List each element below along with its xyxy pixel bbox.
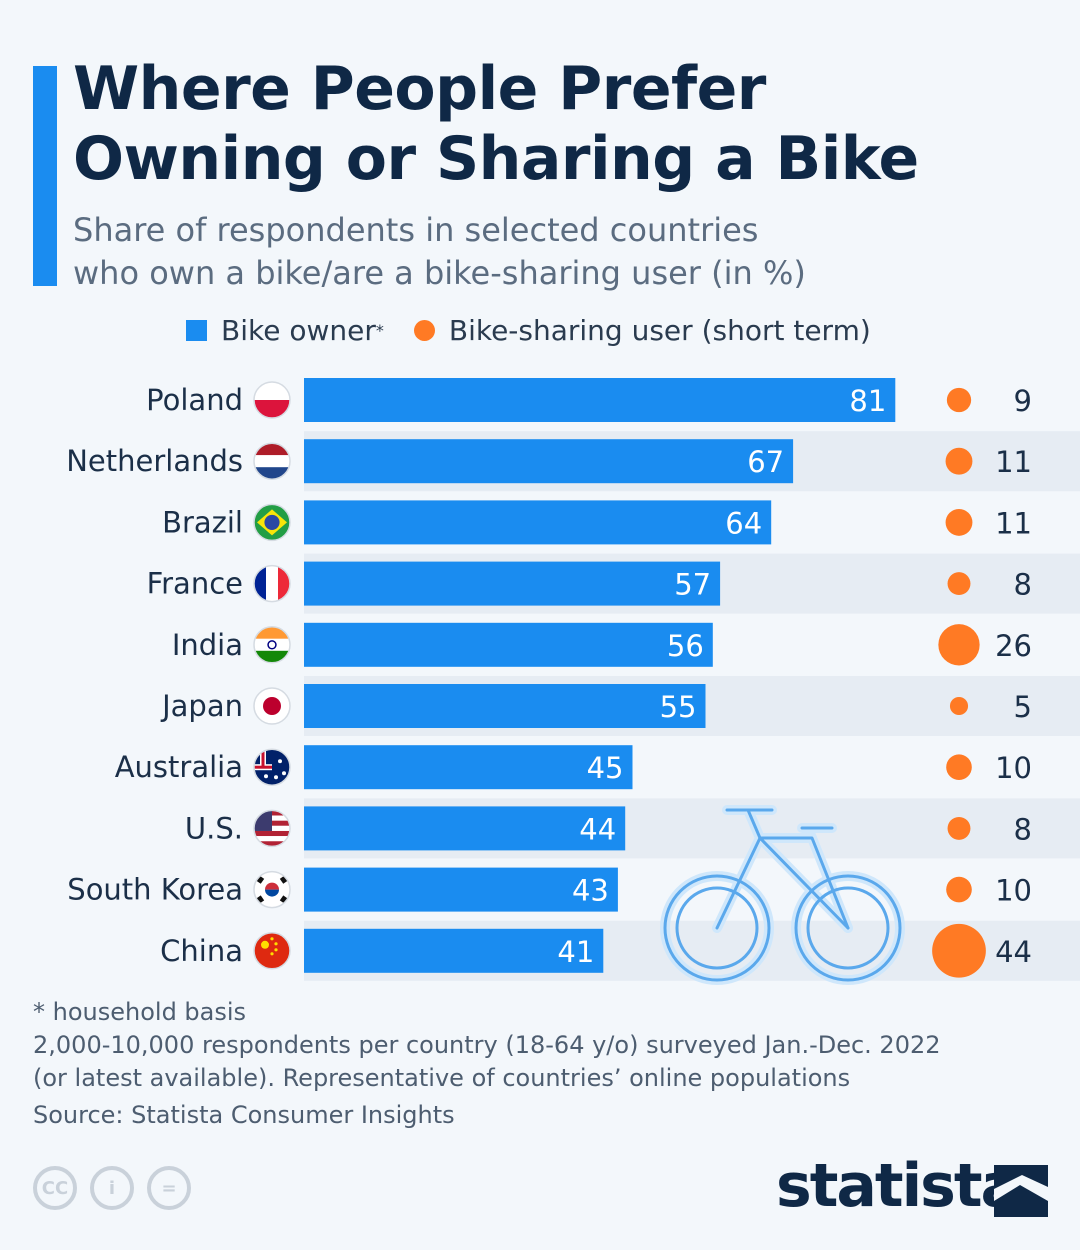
country-label: China	[160, 934, 243, 968]
sharing-bubble	[947, 816, 971, 840]
sharing-value-label: 10	[995, 751, 1032, 785]
country-label: India	[172, 628, 243, 662]
creative-commons-icon[interactable]: CC	[33, 1166, 77, 1210]
owner-bar	[304, 561, 721, 606]
owner-bar	[304, 378, 896, 422]
owner-value-label: 64	[725, 506, 762, 540]
chart-subtitle: Share of respondents in selected countri…	[73, 209, 806, 295]
sharing-value-label: 5	[1014, 690, 1032, 724]
sharing-bubble	[947, 572, 971, 596]
owner-value-label: 57	[674, 568, 711, 602]
sharing-bubble	[946, 387, 972, 413]
country-label: Poland	[146, 383, 243, 417]
license-icons: CC i =	[33, 1166, 191, 1210]
flag-china-icon	[254, 932, 290, 969]
owner-value-label: 44	[579, 812, 616, 846]
owner-value-label: 41	[557, 935, 594, 969]
country-label: France	[147, 567, 243, 601]
chart-title-line-1: Where People Prefer	[73, 54, 766, 124]
country-label: U.S.	[185, 811, 243, 845]
statista-logo-mark-icon	[994, 1165, 1048, 1217]
sharing-value-label: 26	[995, 629, 1032, 663]
owner-bar	[304, 439, 794, 484]
owner-bar	[304, 928, 604, 973]
flag-brazil-icon	[254, 504, 290, 541]
owner-bar	[304, 500, 772, 545]
owner-bar	[304, 684, 706, 728]
owner-value-label: 55	[660, 690, 697, 724]
owner-value-label: 67	[747, 445, 784, 479]
legend: Bike owner * Bike-sharing user (short ter…	[186, 314, 871, 347]
sharing-bubble	[949, 696, 969, 716]
title-accent-bar	[33, 66, 57, 286]
chart-title-line-2: Owning or Sharing a Bike	[73, 124, 919, 194]
flag-poland-icon	[254, 382, 290, 418]
sharing-value-label: 9	[1014, 384, 1032, 418]
sharing-bubble	[932, 923, 986, 978]
owner-value-label: 43	[572, 874, 609, 908]
sharing-bubble	[946, 876, 972, 903]
legend-owner-label: Bike owner	[221, 314, 376, 347]
sharing-bubble	[945, 447, 973, 475]
country-label: Netherlands	[66, 444, 243, 478]
sharing-bubble	[946, 754, 972, 781]
methodology-line-2: (or latest available). Representative of…	[33, 1064, 851, 1092]
country-label: Brazil	[162, 505, 243, 539]
chart-subtitle-line-1: Share of respondents in selected countri…	[73, 211, 759, 249]
chart-notes: * household basis 2,000-10,000 responden…	[33, 996, 941, 1132]
sharing-value-label: 8	[1014, 568, 1032, 602]
chart-title: Where People Prefer Owning or Sharing a …	[73, 54, 919, 194]
sharing-value-label: 44	[995, 935, 1032, 969]
country-label: South Korea	[67, 873, 243, 907]
owner-value-label: 81	[849, 384, 886, 418]
sharing-bubble	[945, 508, 973, 536]
methodology-line-1: 2,000-10,000 respondents per country (18…	[33, 1031, 941, 1059]
flag-south-korea-icon	[254, 871, 290, 908]
sharing-value-label: 11	[995, 445, 1032, 479]
country-label: Japan	[160, 689, 243, 723]
owner-bar	[304, 745, 633, 790]
footnote: * household basis	[33, 998, 247, 1026]
owner-bar	[304, 867, 618, 912]
sharing-value-label: 8	[1014, 812, 1032, 846]
legend-sharing-swatch-icon	[413, 320, 435, 341]
owner-value-label: 45	[587, 751, 624, 785]
bicycle-icon-outline	[663, 808, 902, 982]
statista-logo[interactable]: statista	[776, 1151, 1021, 1221]
owner-bar	[304, 806, 626, 851]
chart-subtitle-line-2: who own a bike/are a bike-sharing user (…	[73, 254, 806, 292]
country-label: Australia	[115, 750, 243, 784]
legend-owner-swatch-icon	[186, 320, 207, 341]
flag-australia-icon	[254, 749, 290, 786]
legend-owner-asterisk: *	[375, 321, 384, 340]
sharing-bubble	[938, 624, 980, 666]
bar-chart: Poland 81 9 Netherlands 67 11 Brazil 64 11 France…	[66, 378, 1080, 985]
sharing-value-label: 11	[995, 506, 1032, 540]
attribution-icon[interactable]: i	[90, 1166, 134, 1210]
flag-japan-icon	[254, 688, 290, 724]
no-derivatives-icon[interactable]: =	[147, 1166, 191, 1210]
legend-sharing-label: Bike-sharing user (short term)	[448, 314, 871, 347]
sharing-value-label: 10	[995, 874, 1032, 908]
owner-bar	[304, 622, 713, 667]
source-line[interactable]: Source: Statista Consumer Insights	[33, 1101, 455, 1129]
owner-value-label: 56	[667, 629, 704, 663]
